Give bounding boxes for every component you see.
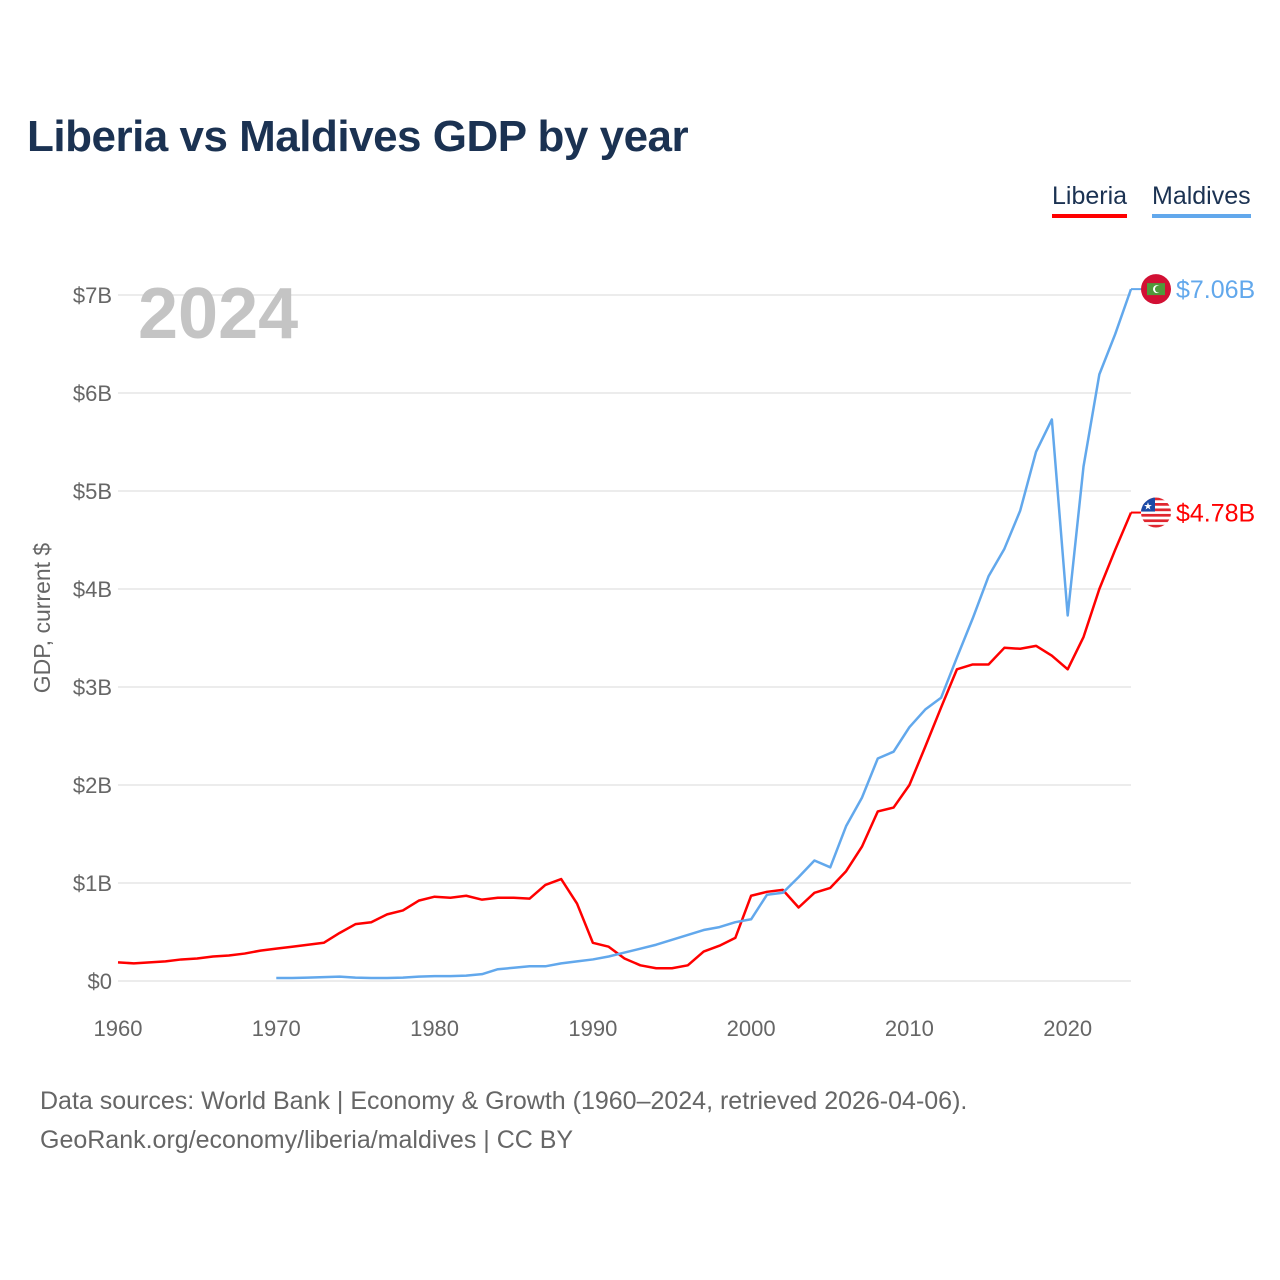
star: ★ <box>1144 502 1153 513</box>
y-tick-label: $6B <box>73 381 112 406</box>
stripe <box>1141 516 1171 520</box>
end-value-label: $7.06B <box>1176 276 1255 304</box>
y-tick-label: $4B <box>73 577 112 602</box>
legend-maldives[interactable]: Maldives <box>1152 182 1251 218</box>
y-tick-label: $5B <box>73 479 112 504</box>
y-tick-label: $7B <box>73 283 112 308</box>
stripe <box>1141 503 1171 507</box>
stripe <box>1141 497 1171 501</box>
x-tick-label: 1970 <box>252 1016 301 1041</box>
x-tick-label: 2000 <box>727 1016 776 1041</box>
end-value-label: $4.78B <box>1176 500 1255 528</box>
x-tick-label: 2020 <box>1043 1016 1092 1041</box>
stripe <box>1141 511 1171 515</box>
x-tick-label: 2010 <box>885 1016 934 1041</box>
maldives-flag-icon <box>1141 274 1171 305</box>
liberia-flag-icon: ★ <box>1141 497 1171 528</box>
stripe <box>1141 513 1171 517</box>
stripe <box>1141 505 1171 509</box>
footer-sources: Data sources: World Bank | Economy & Gro… <box>40 1087 968 1115</box>
crescent-cut <box>1155 285 1162 293</box>
chart-title: Liberia vs Maldives GDP by year <box>27 112 689 161</box>
x-tick-label: 1960 <box>94 1016 143 1041</box>
y-tick-label: $2B <box>73 773 112 798</box>
stripe <box>1141 500 1171 504</box>
year-label: 2024 <box>138 274 298 354</box>
flag-stripes: ★ <box>1141 497 1171 528</box>
y-tick-label: $0 <box>88 969 112 994</box>
series-line-maldives <box>276 288 1133 980</box>
stripe <box>1141 524 1171 528</box>
x-tick-label: 1990 <box>568 1016 617 1041</box>
stripe <box>1141 522 1171 526</box>
y-axis-label: GDP, current $ <box>29 543 55 694</box>
legend-liberia[interactable]: Liberia <box>1052 182 1128 218</box>
x-tick-label: 1980 <box>410 1016 459 1041</box>
footer: Data sources: World Bank | Economy & Gro… <box>40 1082 967 1160</box>
y-tick-label: $3B <box>73 675 112 700</box>
footer-url[interactable]: GeoRank.org/economy/liberia/maldives | C… <box>40 1126 574 1154</box>
y-tick-label: $1B <box>73 871 112 896</box>
stripe <box>1141 519 1171 523</box>
series-line-liberia <box>117 512 1133 970</box>
stripe <box>1141 508 1171 512</box>
